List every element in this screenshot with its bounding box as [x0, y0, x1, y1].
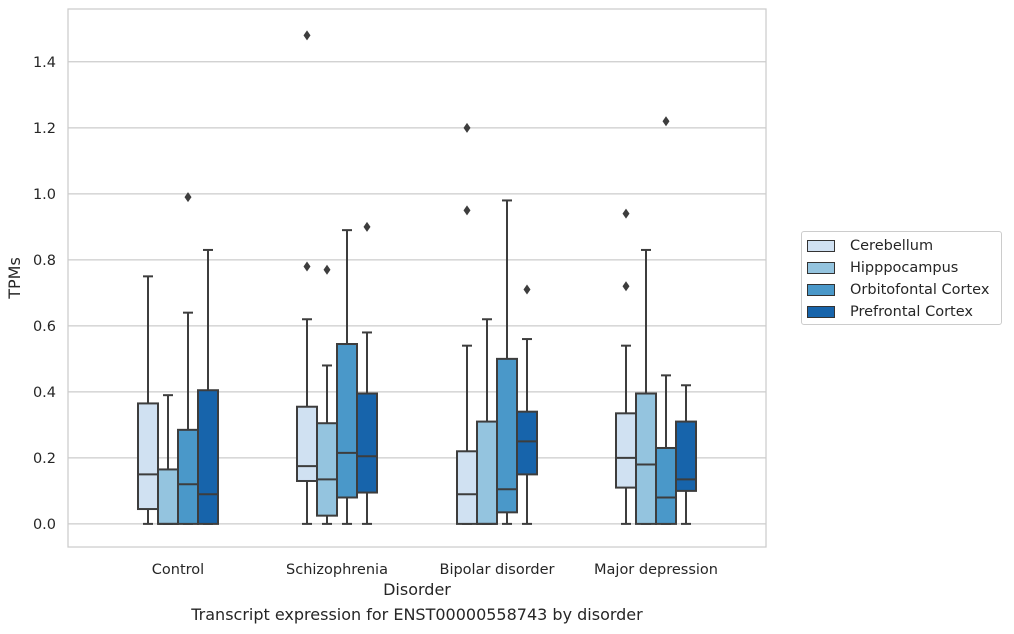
box: [476, 420, 498, 525]
y-tick-label: 0.2: [33, 451, 56, 467]
outlier-point: [363, 221, 371, 232]
box-group: [316, 264, 338, 525]
box-group: [675, 384, 697, 525]
outlier-point: [184, 192, 192, 203]
legend-swatch: [807, 240, 835, 252]
x-tick-label: Control: [152, 562, 204, 578]
x-tick-label: Major depression: [594, 562, 718, 578]
box: [157, 468, 179, 525]
box: [356, 392, 378, 494]
box-group: [197, 248, 219, 525]
box-group: [356, 221, 378, 525]
legend-item-prefrontal-cortex: Prefrontal Cortex: [807, 302, 973, 322]
box-group: [476, 318, 498, 525]
box-group: [157, 394, 179, 525]
legend-item-orbitofrontal-cortex: Orbitofontal Cortex: [807, 280, 989, 300]
y-tick-label: 0.6: [33, 319, 56, 335]
x-axis: Control Schizophrenia Bipolar disorder Majo…: [152, 562, 718, 578]
box: [137, 402, 159, 511]
y-tick-label: 0.8: [33, 253, 56, 269]
y-tick-label: 1.4: [33, 55, 56, 71]
outlier-point: [463, 205, 471, 216]
box: [516, 410, 538, 476]
outlier-point: [662, 116, 670, 127]
legend-swatch: [807, 284, 835, 296]
legend-label: Cerebellum: [850, 238, 934, 254]
outlier-point: [622, 208, 630, 219]
box-group: [516, 284, 538, 525]
box-group: [456, 122, 478, 525]
box: [177, 428, 199, 525]
box-group: [177, 192, 199, 525]
legend-label: Hipppocampus: [850, 260, 959, 276]
plot-frame: [67, 8, 767, 548]
box: [615, 412, 637, 489]
legend-label: Prefrontal Cortex: [850, 304, 973, 320]
y-tick-label: 1.2: [33, 121, 56, 137]
y-axis-label: TPMs: [5, 257, 24, 300]
legend-swatch: [807, 262, 835, 274]
box: [296, 405, 318, 482]
box-group: [336, 229, 358, 525]
box: [316, 422, 338, 517]
legend-label: Orbitofontal Cortex: [850, 282, 990, 298]
box-group: [655, 116, 677, 525]
outlier-point: [523, 284, 531, 295]
boxes: [137, 30, 697, 525]
x-tick-label: Schizophrenia: [286, 562, 388, 578]
box-group: [137, 275, 159, 525]
legend-item-hippocampus: Hipppocampus: [807, 258, 958, 278]
outlier-point: [622, 281, 630, 292]
outlier-point: [323, 264, 331, 275]
box: [456, 450, 478, 525]
outlier-point: [463, 122, 471, 133]
box-group: [635, 248, 657, 525]
legend-item-cerebellum: Cerebellum: [807, 236, 933, 256]
x-tick-label: Bipolar disorder: [440, 562, 555, 578]
box-group: [296, 30, 318, 525]
box: [197, 389, 219, 525]
y-tick-label: 0.0: [33, 517, 56, 533]
legend: Cerebellum Hipppocampus Orbitofontal Cor…: [801, 231, 1002, 325]
x-axis-label: Disorder: [383, 580, 451, 599]
y-tick-label: 0.4: [33, 385, 56, 401]
outlier-point: [303, 261, 311, 272]
box: [655, 446, 677, 525]
y-axis: 0.0 0.2 0.4 0.6 0.8 1.0 1.2 1.4: [33, 55, 56, 533]
box-group: [496, 199, 518, 525]
figure-caption: Transcript expression for ENST0000055874…: [191, 605, 643, 624]
outlier-point: [303, 30, 311, 41]
box: [635, 392, 657, 525]
box-group: [615, 208, 637, 525]
box: [675, 420, 697, 492]
box: [336, 343, 358, 499]
y-tick-label: 1.0: [33, 187, 56, 203]
legend-swatch: [807, 306, 835, 318]
